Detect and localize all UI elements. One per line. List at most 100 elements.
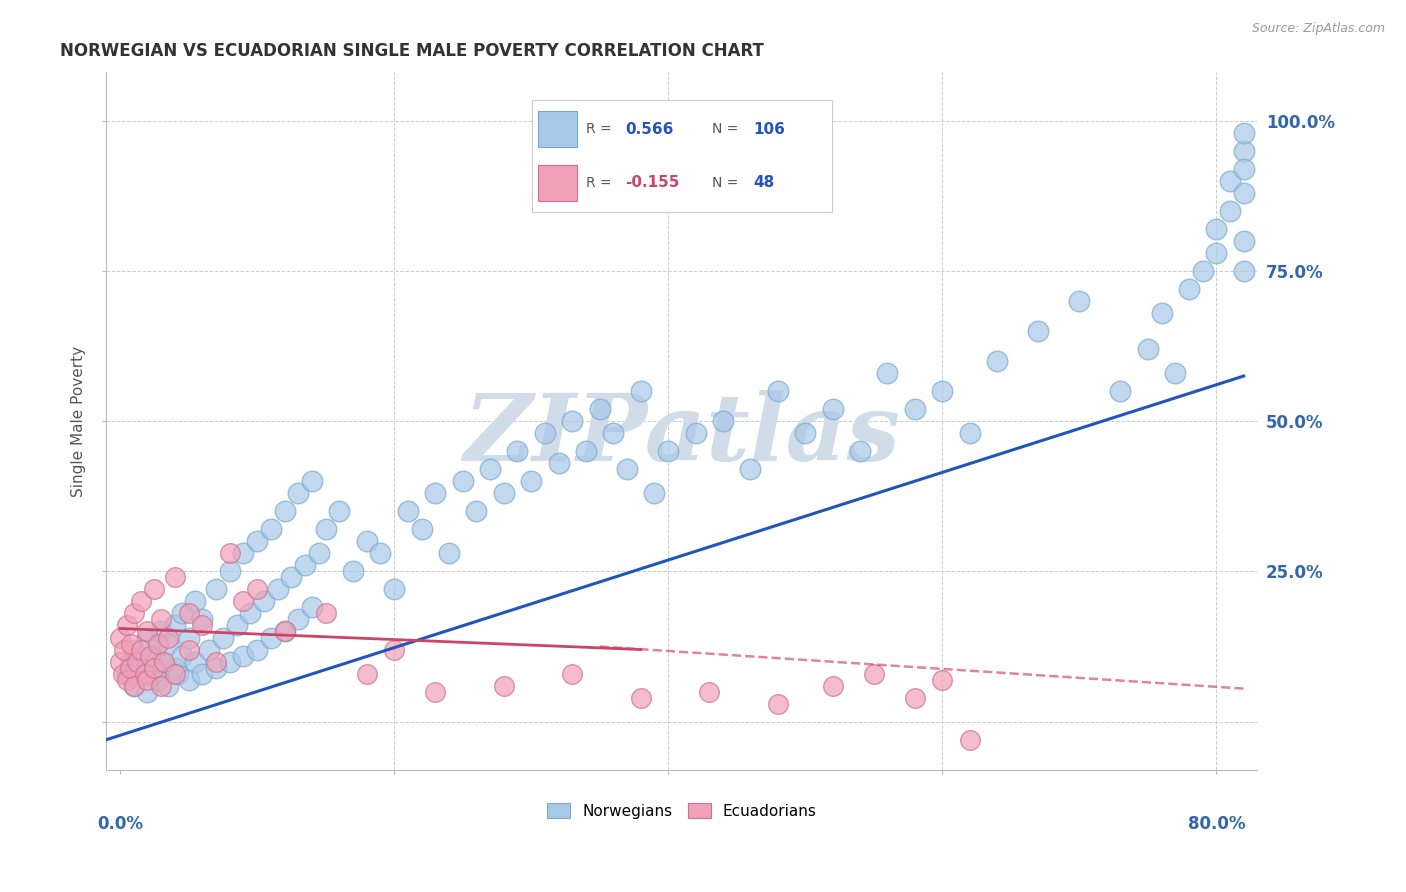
Point: [589, 402, 612, 417]
Point: [108, 631, 131, 645]
Point: [862, 666, 884, 681]
Point: [959, 732, 981, 747]
Point: [1164, 366, 1187, 380]
Point: [260, 631, 283, 645]
Point: [561, 414, 583, 428]
Point: [685, 426, 707, 441]
Point: [166, 666, 188, 681]
Point: [122, 642, 145, 657]
Point: [1150, 306, 1173, 320]
Point: [273, 624, 295, 639]
Point: [136, 684, 159, 698]
Text: 0.0%: 0.0%: [97, 815, 143, 833]
Point: [740, 462, 762, 476]
Point: [150, 624, 173, 639]
Point: [118, 660, 141, 674]
Point: [163, 660, 186, 674]
Point: [766, 384, 789, 398]
Point: [821, 402, 844, 417]
Point: [260, 522, 283, 536]
Point: [287, 486, 309, 500]
Point: [239, 607, 262, 621]
Point: [120, 636, 142, 650]
Point: [520, 474, 543, 488]
Point: [232, 648, 254, 663]
Point: [575, 444, 598, 458]
Point: [561, 666, 583, 681]
Point: [425, 486, 447, 500]
Point: [315, 522, 337, 536]
Point: [697, 684, 720, 698]
Point: [232, 546, 254, 560]
Point: [108, 655, 131, 669]
Point: [150, 655, 173, 669]
Point: [411, 522, 433, 536]
Point: [191, 618, 214, 632]
Point: [479, 462, 502, 476]
Point: [177, 607, 200, 621]
Point: [218, 655, 240, 669]
Point: [163, 618, 186, 632]
Text: ZIPatlas: ZIPatlas: [464, 390, 900, 480]
Point: [125, 655, 148, 669]
Point: [112, 642, 135, 657]
Point: [986, 354, 1008, 368]
Point: [396, 504, 419, 518]
Point: [301, 600, 323, 615]
Point: [157, 631, 180, 645]
Point: [328, 504, 350, 518]
Point: [191, 666, 214, 681]
Point: [280, 570, 302, 584]
Point: [425, 684, 447, 698]
Point: [246, 642, 269, 657]
Point: [143, 648, 166, 663]
Point: [122, 679, 145, 693]
Point: [287, 612, 309, 626]
Point: [205, 582, 228, 597]
Point: [1233, 144, 1256, 158]
Point: [136, 673, 159, 687]
Point: [1191, 264, 1213, 278]
Point: [382, 582, 405, 597]
Point: [308, 546, 330, 560]
Point: [148, 636, 170, 650]
Point: [163, 570, 186, 584]
Point: [143, 660, 166, 674]
Point: [122, 607, 145, 621]
Point: [451, 474, 474, 488]
Point: [170, 607, 193, 621]
Point: [657, 444, 679, 458]
Point: [120, 655, 142, 669]
Point: [644, 486, 666, 500]
Point: [122, 679, 145, 693]
Point: [153, 655, 176, 669]
Point: [1178, 282, 1201, 296]
Point: [876, 366, 898, 380]
Point: [294, 558, 316, 573]
Point: [959, 426, 981, 441]
Point: [492, 679, 515, 693]
Point: [232, 594, 254, 608]
Point: [150, 679, 173, 693]
Point: [136, 624, 159, 639]
Point: [1233, 126, 1256, 140]
Text: 80.0%: 80.0%: [1188, 815, 1246, 833]
Point: [849, 444, 872, 458]
Point: [136, 631, 159, 645]
Point: [184, 655, 207, 669]
Point: [1219, 174, 1241, 188]
Point: [630, 690, 652, 705]
Point: [246, 534, 269, 549]
Point: [205, 655, 228, 669]
Point: [184, 594, 207, 608]
Point: [198, 642, 221, 657]
Point: [157, 679, 180, 693]
Point: [177, 631, 200, 645]
Point: [1219, 203, 1241, 218]
Point: [129, 660, 152, 674]
Point: [1233, 264, 1256, 278]
Point: [547, 456, 569, 470]
Point: [253, 594, 276, 608]
Point: [1069, 293, 1091, 308]
Point: [437, 546, 460, 560]
